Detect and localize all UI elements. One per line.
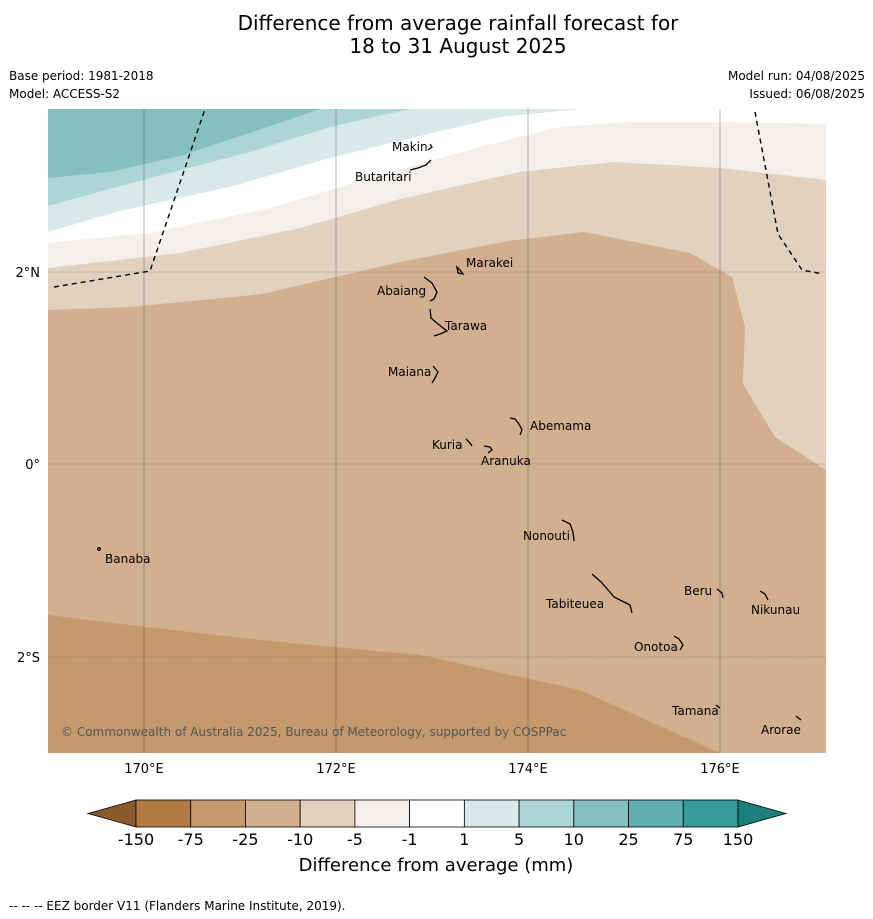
colorbar-tick-label: -1: [402, 830, 418, 849]
colorbar-tick-label: 75: [673, 830, 693, 849]
colorbar-swatch: [245, 799, 301, 828]
island-marakei: [456, 265, 465, 275]
band-10-to-25: [48, 109, 320, 178]
colorbar-swatches: [86, 799, 788, 828]
label-kuria: Kuria: [432, 438, 463, 452]
label-aranuka: Aranuka: [481, 454, 531, 468]
metadata-right: Model run: 04/08/2025 Issued: 06/08/2025: [728, 67, 865, 103]
lon-label-170: 170°E: [124, 762, 164, 777]
model-name: Model: ACCESS-S2: [9, 87, 121, 101]
colorbar-ticks: -150 -75 -25 -10 -5 -1 1 5 10 25 75 150: [118, 830, 753, 849]
island-tabiteuea: [591, 573, 633, 614]
colorbar-swatch: [135, 799, 192, 828]
colorbar-swatch: [518, 799, 575, 828]
label-makin: Makin: [392, 140, 428, 154]
band-minus-75-to-minus-25: [48, 615, 720, 753]
label-nikunau: Nikunau: [751, 603, 800, 617]
label-tabiteuea: Tabiteuea: [545, 597, 604, 611]
lon-label-176: 176°E: [700, 762, 740, 777]
lat-label-2n: 2°N: [16, 266, 41, 281]
eez-border-west: [53, 108, 206, 288]
lat-label-equator: 0°: [25, 458, 40, 473]
colorbar-tick-label: -5: [347, 830, 363, 849]
island-banaba: [97, 547, 101, 551]
colorbar-extend-low: [86, 799, 137, 828]
colorbar-tick-label: -75: [178, 830, 204, 849]
colorbar-tick-label: -10: [287, 830, 313, 849]
metadata-left: Base period: 1981-2018 Model: ACCESS-S2: [9, 67, 154, 103]
island-makin: [427, 143, 433, 151]
colorbar-swatch: [573, 799, 629, 828]
map-title: Difference from average rainfall forecas…: [0, 12, 873, 58]
colorbar-label: Difference from average (mm): [299, 855, 574, 876]
colorbar-extend-high: [737, 799, 788, 828]
colorbar-tick-label: 25: [618, 830, 638, 849]
title-line-1: Difference from average rainfall forecas…: [237, 11, 679, 35]
graticule: [48, 109, 826, 753]
colorbar-tick-label: 150: [723, 830, 754, 849]
island-maiana: [431, 365, 439, 384]
colorbar-swatch: [628, 799, 684, 828]
island-kuria: [465, 438, 473, 447]
eez-border-east: [754, 111, 824, 275]
colorbar-tick-label: -150: [118, 830, 154, 849]
label-onotoa: Onotoa: [634, 640, 678, 654]
colorbar-swatch: [299, 799, 356, 828]
colorbar-tick-label: 10: [564, 830, 584, 849]
island-abemama: [509, 417, 523, 436]
model-run: Model run: 04/08/2025: [727, 69, 865, 83]
label-marakei: Marakei: [466, 256, 513, 270]
label-beru: Beru: [684, 584, 712, 598]
title-line-2: 18 to 31 August 2025: [349, 34, 567, 58]
colorbar-tick-label: 1: [459, 830, 469, 849]
label-nonouti: Nonouti: [523, 529, 570, 543]
colorbar-tick-label: -25: [232, 830, 258, 849]
base-period: Base period: 1981-2018: [9, 69, 154, 83]
label-abemama: Abemama: [530, 419, 591, 433]
rainfall-map: Makin Butaritari Marakei Abaiang Tarawa …: [16, 108, 826, 777]
eez-borders: [53, 108, 824, 288]
label-abaiang: Abaiang: [377, 284, 426, 298]
colorbar-swatch: [190, 799, 246, 828]
label-banaba: Banaba: [105, 552, 151, 566]
longitude-labels: 170°E 172°E 174°E 176°E: [124, 762, 740, 777]
island-beru: [716, 588, 724, 599]
label-maiana: Maiana: [388, 365, 431, 379]
island-tarawa: [429, 308, 449, 337]
island-nikunau: [759, 590, 769, 601]
label-tarawa: Tarawa: [444, 319, 487, 333]
issued-date: Issued: 06/08/2025: [749, 87, 865, 101]
lon-label-174: 174°E: [508, 762, 548, 777]
label-tamana: Tamana: [671, 704, 719, 718]
lat-label-2s: 2°S: [17, 651, 40, 666]
eez-footnote: -- -- -- EEZ border V11 (Flanders Marine…: [9, 899, 346, 913]
island-arorae: [795, 715, 802, 721]
island-tamana: [715, 704, 721, 709]
forecast-field: [48, 109, 826, 753]
island-nonouti: [561, 519, 575, 542]
island-aranuka: [483, 445, 493, 454]
colorbar-swatch: [463, 799, 520, 828]
place-labels: Makin Butaritari Marakei Abaiang Tarawa …: [105, 140, 801, 737]
colorbar-swatch: [409, 799, 465, 828]
island-butaritari: [409, 159, 432, 171]
label-butaritari: Butaritari: [355, 170, 412, 184]
islands: [97, 143, 802, 721]
island-abaiang: [423, 276, 438, 302]
copyright-notice: © Commonwealth of Australia 2025, Bureau…: [61, 725, 566, 739]
lon-label-172: 172°E: [316, 762, 356, 777]
colorbar-swatch: [354, 799, 411, 828]
colorbar-swatch: [682, 799, 739, 828]
island-onotoa: [673, 635, 684, 651]
latitude-labels: 2°N 0° 2°S: [16, 266, 41, 666]
colorbar-tick-label: 5: [514, 830, 524, 849]
label-arorae: Arorae: [761, 723, 801, 737]
